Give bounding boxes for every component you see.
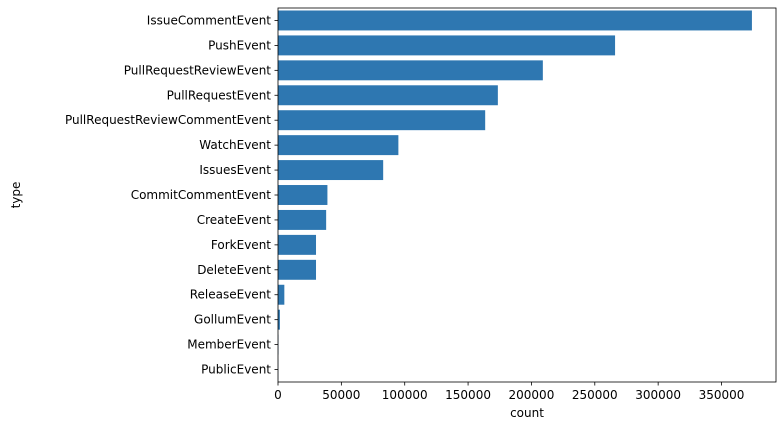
bar-DeleteEvent	[278, 259, 317, 280]
x-tick-label: 0	[274, 388, 282, 402]
y-axis-label: type	[9, 182, 23, 209]
y-tick-label: IssuesEvent	[199, 163, 271, 177]
y-tick-label: ForkEvent	[211, 238, 271, 252]
y-tick-label: PullRequestEvent	[167, 88, 272, 102]
x-tick-label: 200000	[509, 388, 555, 402]
y-tick-label: DeleteEvent	[197, 263, 271, 277]
bar-PullRequestEvent	[278, 85, 498, 106]
y-tick-label: WatchEvent	[199, 138, 271, 152]
bar-GollumEvent	[278, 309, 280, 330]
y-tick-label: MemberEvent	[187, 338, 271, 352]
bar-IssuesEvent	[278, 160, 384, 181]
y-tick-label: IssueCommentEvent	[147, 13, 271, 27]
x-tick-label: 100000	[382, 388, 428, 402]
y-tick-label: PullRequestReviewEvent	[124, 63, 272, 77]
bar-IssueCommentEvent	[278, 10, 752, 31]
bar-ForkEvent	[278, 234, 317, 255]
y-tick-label: PublicEvent	[201, 363, 271, 377]
bar-PullRequestReviewEvent	[278, 60, 543, 81]
x-tick-label: 250000	[572, 388, 618, 402]
x-tick-label: 350000	[699, 388, 745, 402]
bar-CommitCommentEvent	[278, 185, 328, 205]
bar-ReleaseEvent	[278, 284, 285, 305]
bar-CreateEvent	[278, 209, 327, 230]
x-tick-label: 50000	[322, 388, 360, 402]
x-tick-label: 150000	[445, 388, 491, 402]
y-ticks-group: IssueCommentEvent PushEvent PullRequestRev…	[65, 13, 278, 377]
y-tick-label: ReleaseEvent	[190, 288, 272, 302]
x-axis-label: count	[510, 406, 544, 420]
bar-WatchEvent	[278, 135, 399, 156]
axes-frame	[277, 7, 777, 383]
y-tick-label: GollumEvent	[194, 313, 271, 327]
bars-group	[278, 10, 752, 380]
y-tick-label: CommitCommentEvent	[131, 188, 272, 202]
x-tick-label: 300000	[635, 388, 681, 402]
y-tick-label: PushEvent	[208, 38, 271, 52]
bar-PushEvent	[278, 35, 616, 56]
y-tick-label: CreateEvent	[197, 213, 272, 227]
y-tick-label: PullRequestReviewCommentEvent	[65, 113, 271, 127]
bar-PullRequestReviewCommentEvent	[278, 110, 486, 131]
x-ticks-group: 0 50000 100000 150000 200000 250000 300000 3500…	[274, 382, 744, 402]
